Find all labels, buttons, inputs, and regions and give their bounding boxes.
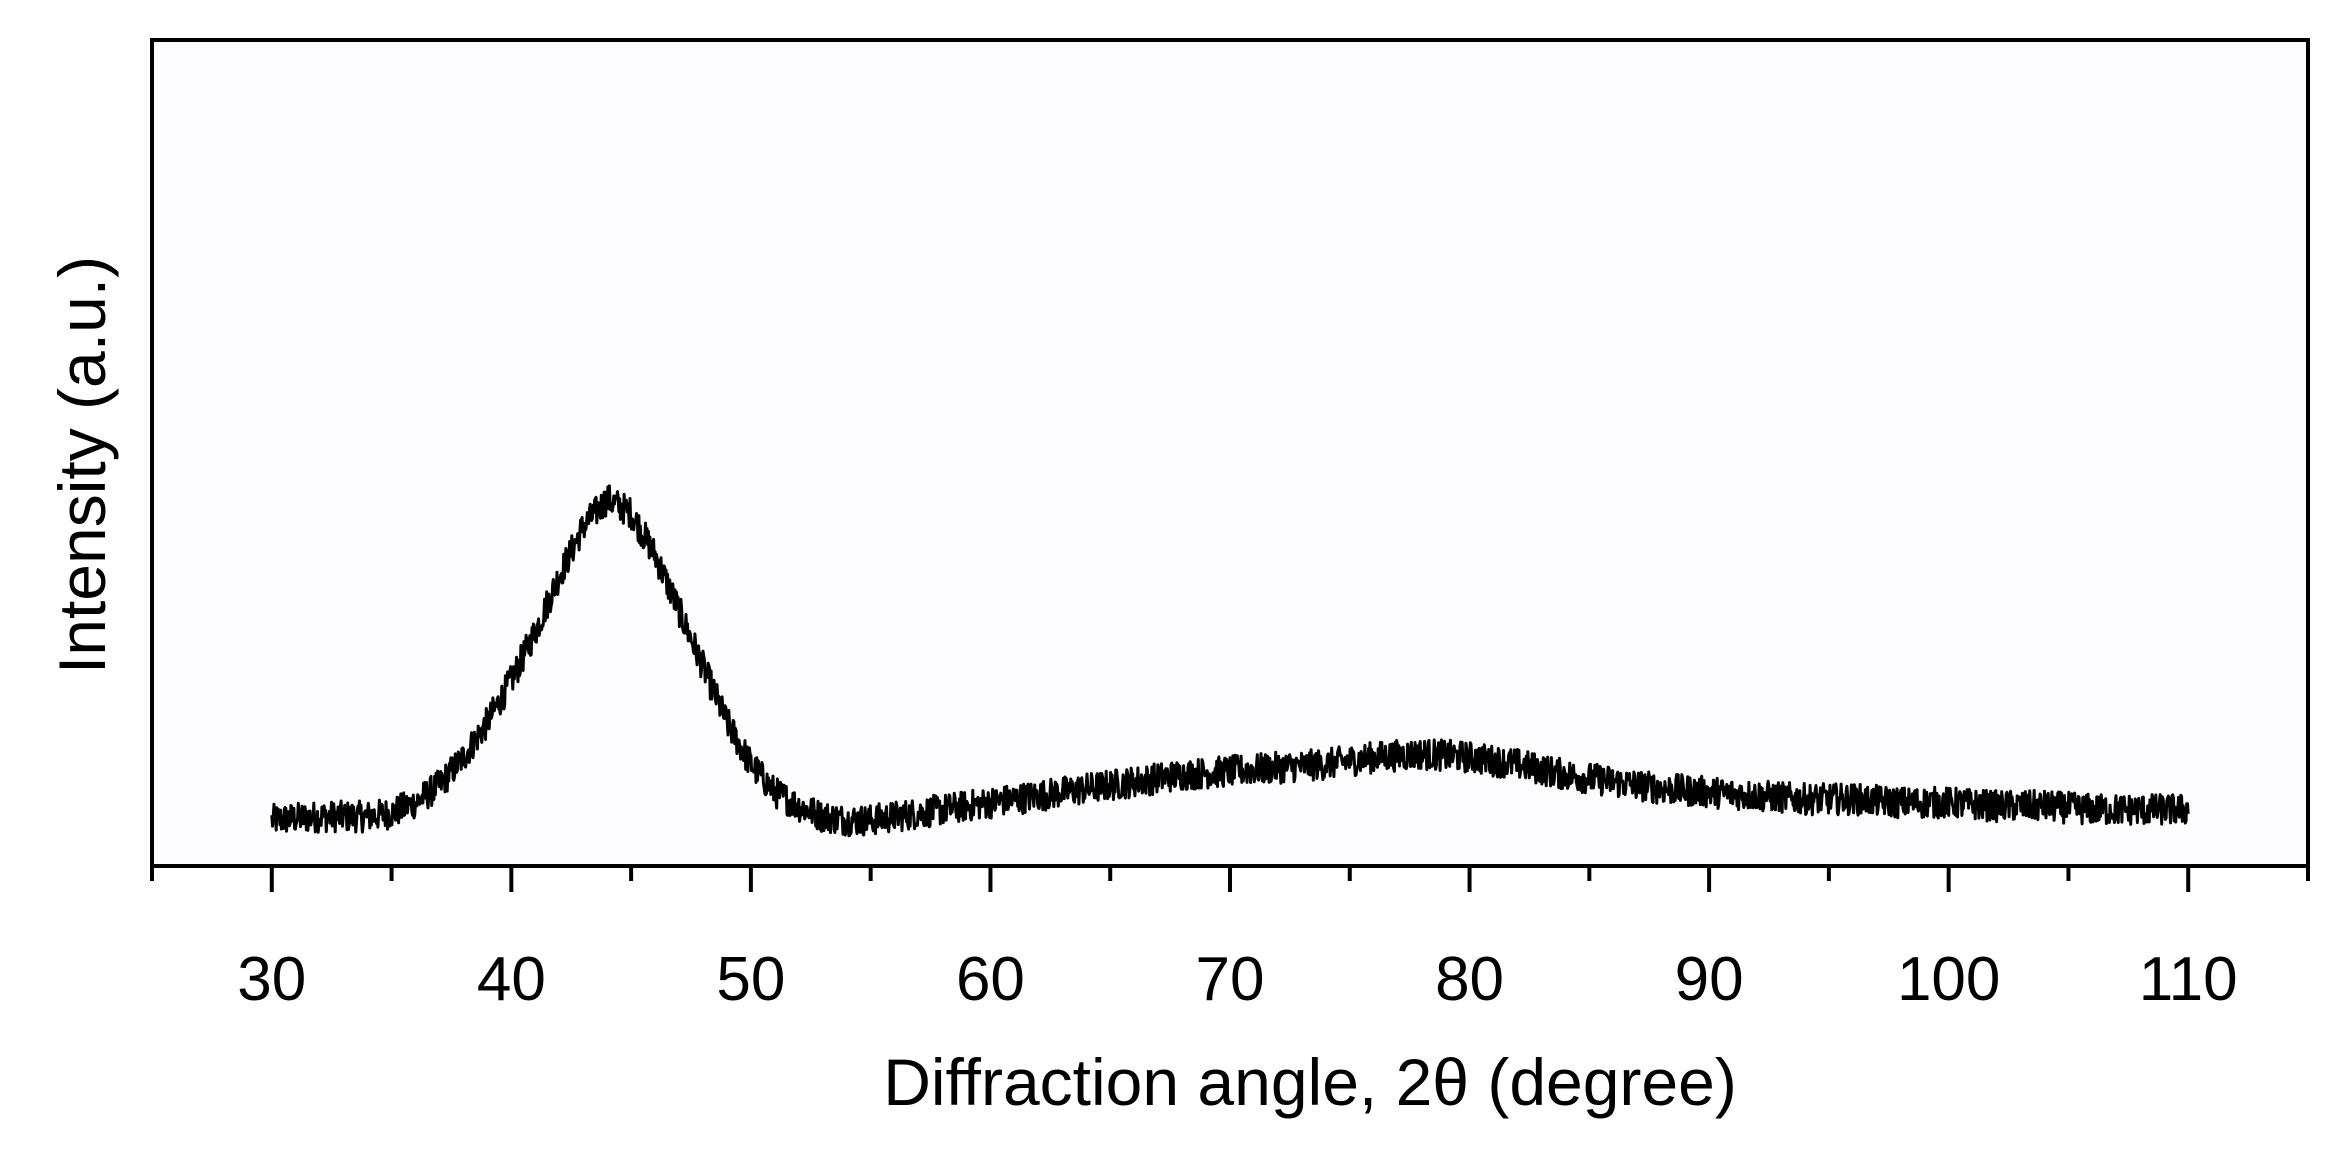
x-tick-label: 30 (237, 945, 306, 1014)
x-axis-title: Diffraction angle, 2θ (degree) (883, 1045, 1737, 1119)
x-tick-label: 90 (1675, 945, 1744, 1014)
x-tick-label: 110 (2139, 945, 2238, 1014)
x-axis-tick-labels: 30 40 50 60 70 80 90 100 110 (237, 945, 2237, 1014)
x-tick-label: 70 (1196, 945, 1265, 1014)
x-tick-label: 50 (716, 945, 785, 1014)
x-tick-label: 60 (956, 945, 1025, 1014)
diffraction-series-line (270, 484, 2190, 838)
x-axis-ticks (150, 866, 2310, 892)
x-tick-label: 80 (1435, 945, 1504, 1014)
y-axis-title: Intensity (a.u.) (45, 256, 119, 674)
x-tick-label: 100 (1897, 945, 2000, 1014)
x-tick-label: 40 (477, 945, 546, 1014)
plot-frame (150, 38, 2310, 868)
